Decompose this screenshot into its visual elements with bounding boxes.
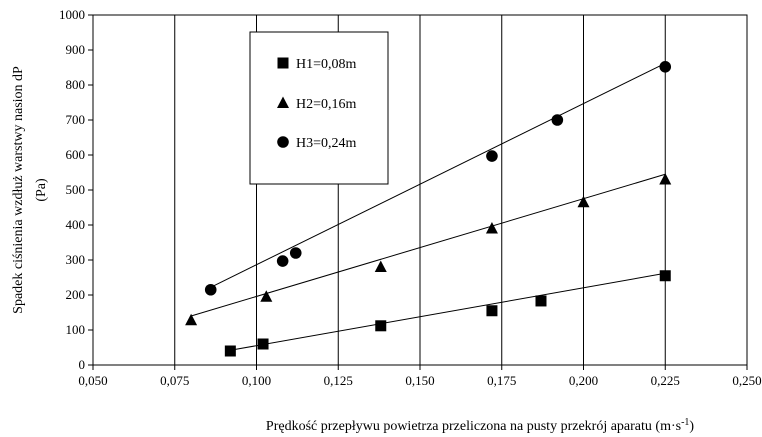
legend-marker-series-3 xyxy=(277,136,289,148)
y-tick-label: 400 xyxy=(66,217,86,232)
x-tick-label: 0,150 xyxy=(405,373,434,388)
fit-lines xyxy=(190,62,666,351)
data-point-series-3 xyxy=(276,255,289,267)
legend: H1=0,08m H2=0,16m H3=0,24m xyxy=(249,31,389,185)
data-point-series-2 xyxy=(577,195,590,208)
fit-line-series-3 xyxy=(210,62,666,288)
legend-label-series-3: H3=0,24m xyxy=(296,136,357,151)
legend-box xyxy=(249,31,389,185)
data-point-series-1 xyxy=(375,320,387,332)
x-axis-title-main: Prędkość przepływu powietrza przeliczona… xyxy=(266,419,681,434)
y-axis-title-line2: (Pa) xyxy=(34,178,49,202)
data-point-series-1 xyxy=(659,270,671,282)
y-tick-label: 300 xyxy=(66,252,86,267)
data-point-series-2 xyxy=(485,222,498,234)
data-point-series-2 xyxy=(185,313,198,326)
x-tick-label: 0,200 xyxy=(569,373,598,388)
y-ticks: 0 100 200 300 400 500 600 700 800 900 1000 xyxy=(59,7,93,372)
y-tick-label: 800 xyxy=(66,77,86,92)
y-tick-label: 100 xyxy=(66,322,86,337)
y-tick-label: 200 xyxy=(66,287,86,302)
x-axis-title-end: ) xyxy=(689,419,694,434)
data-point-series-1 xyxy=(224,345,236,357)
y-axis-title-line1: Spadek ciśnienia wzdłuż warstwy nasion d… xyxy=(11,66,26,314)
data-point-series-2 xyxy=(659,173,672,185)
x-tick-label: 0,250 xyxy=(732,373,761,388)
gridlines xyxy=(174,15,666,365)
legend-marker-series-2 xyxy=(277,96,289,108)
y-tick-label: 600 xyxy=(66,147,86,162)
x-axis-title-sup: -1 xyxy=(681,417,689,428)
x-tick-label: 0,125 xyxy=(324,373,353,388)
y-tick-label: 0 xyxy=(79,357,86,372)
legend-label-series-2: H2=0,16m xyxy=(296,97,357,112)
legend-marker-series-1 xyxy=(277,57,289,69)
x-tick-label: 0,050 xyxy=(78,373,107,388)
x-axis-title: Prędkość przepływu powietrza przeliczona… xyxy=(266,417,695,435)
data-point-series-3 xyxy=(289,247,302,259)
data-point-series-3 xyxy=(659,61,672,73)
data-point-series-2 xyxy=(260,290,273,302)
y-tick-label: 900 xyxy=(66,42,86,57)
data-point-series-1 xyxy=(486,305,498,317)
data-point-series-3 xyxy=(551,114,564,126)
data-point-series-3 xyxy=(204,283,217,296)
data-points xyxy=(185,61,672,357)
fit-line-series-2 xyxy=(190,173,666,317)
x-tick-label: 0,225 xyxy=(651,373,680,388)
x-tick-label: 0,100 xyxy=(242,373,271,388)
legend-label-series-1: H1=0,08m xyxy=(296,57,357,72)
x-tick-label: 0,075 xyxy=(160,373,189,388)
y-tick-label: 700 xyxy=(66,112,86,127)
data-point-series-2 xyxy=(374,260,387,272)
x-ticks: 0,050 0,075 0,100 0,125 0,150 0,175 0,200 0,225… xyxy=(78,365,762,388)
data-point-series-3 xyxy=(486,150,498,162)
x-tick-label: 0,175 xyxy=(487,373,516,388)
y-tick-label: 500 xyxy=(66,182,86,197)
data-point-series-1 xyxy=(535,295,547,307)
data-point-series-1 xyxy=(257,338,269,350)
fit-line-series-1 xyxy=(230,272,666,351)
y-tick-label: 1000 xyxy=(59,7,85,22)
